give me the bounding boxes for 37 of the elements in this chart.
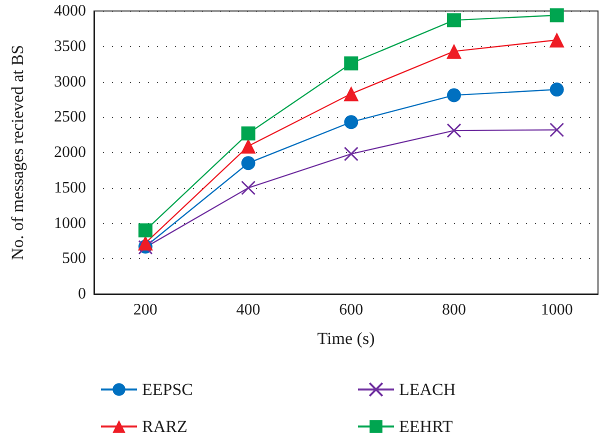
point — [446, 44, 462, 59]
x-tick-label: 200 — [133, 302, 158, 318]
point — [344, 56, 358, 70]
y-tick-label: 4000 — [54, 2, 86, 20]
legend-label: RARZ — [142, 417, 188, 436]
point — [550, 82, 564, 97]
point — [446, 123, 462, 138]
point — [138, 223, 152, 238]
point — [344, 115, 358, 130]
point — [240, 138, 256, 154]
legend-label: EEHRT — [399, 417, 454, 436]
x-tick-label: 600 — [339, 302, 364, 318]
point — [241, 180, 256, 196]
point — [447, 88, 461, 102]
y-tick-label: 3500 — [54, 38, 86, 55]
x-axis-title: Time (s) — [317, 329, 375, 348]
y-tick-label: 2000 — [54, 144, 86, 161]
point — [241, 126, 256, 140]
y-tick-label: 1500 — [54, 179, 86, 196]
y-tick-label: 3000 — [54, 73, 86, 90]
legend-label: LEACH — [399, 380, 456, 399]
x-tick-label: 800 — [442, 302, 466, 318]
point — [549, 32, 564, 48]
x-tick-label: 400 — [236, 302, 260, 318]
y-tick-label: 500 — [62, 250, 86, 268]
y-tick-label: 0 — [78, 286, 86, 302]
point — [550, 8, 564, 22]
y-tick-label: 1000 — [54, 214, 86, 232]
y-axis-title: No. of messages recieved at BS — [8, 44, 27, 260]
point — [344, 86, 359, 102]
x-tick-label: 1000 — [540, 302, 573, 318]
point — [447, 13, 461, 28]
point — [344, 146, 358, 162]
point — [241, 156, 256, 170]
legend-label: EEPSC — [142, 380, 194, 399]
y-tick-label: 2500 — [54, 108, 86, 126]
point — [550, 122, 564, 138]
